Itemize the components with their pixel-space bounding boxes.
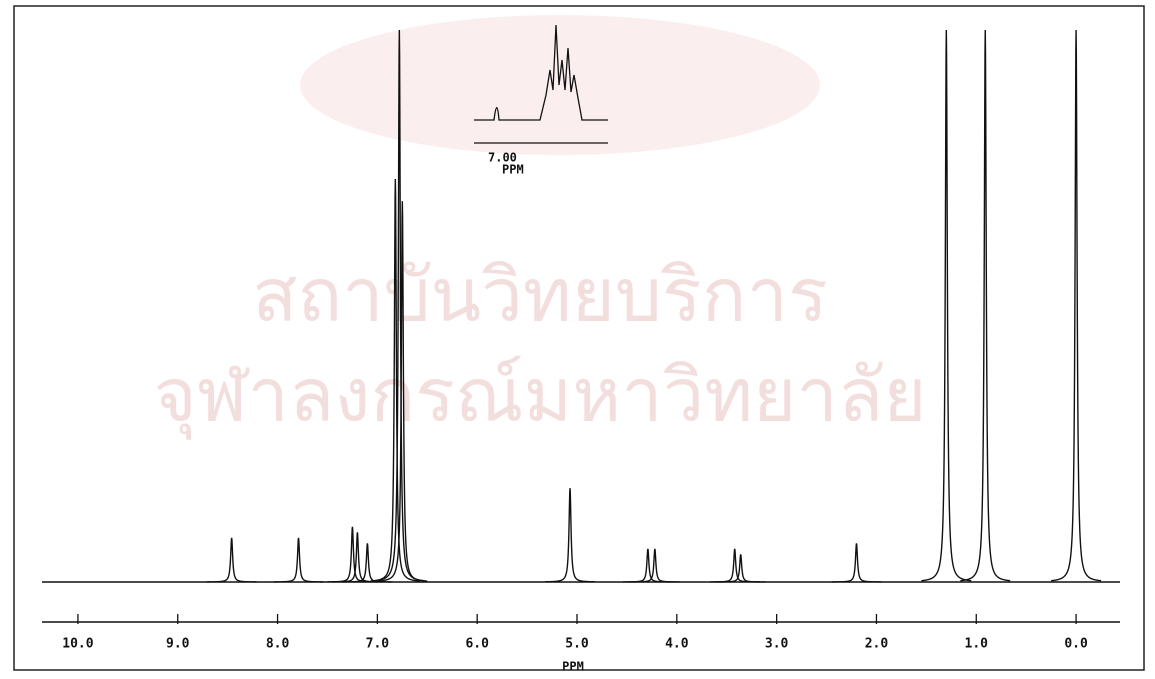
x-tick-label: 10.0 bbox=[62, 637, 93, 652]
peak bbox=[629, 548, 680, 583]
peak bbox=[545, 488, 595, 583]
peak bbox=[1051, 29, 1102, 582]
peak bbox=[622, 548, 673, 583]
x-tick-label: 3.0 bbox=[765, 637, 789, 652]
inset-tick-label: 7.00 bbox=[488, 151, 517, 165]
x-tick-label: 9.0 bbox=[166, 637, 190, 652]
x-tick-label: 2.0 bbox=[865, 637, 889, 652]
x-tick-label: 1.0 bbox=[965, 637, 989, 652]
x-tick-label: 4.0 bbox=[665, 637, 689, 652]
peak bbox=[709, 548, 760, 583]
x-tick-label: 7.0 bbox=[366, 637, 390, 652]
peak bbox=[342, 543, 393, 583]
x-tick-label: 6.0 bbox=[465, 637, 489, 652]
peak bbox=[377, 201, 428, 582]
peak bbox=[715, 554, 766, 583]
peak bbox=[921, 29, 972, 582]
x-axis-label: PPM bbox=[562, 660, 584, 674]
peak bbox=[831, 543, 882, 583]
x-tick-label: 5.0 bbox=[565, 637, 589, 652]
watermark: จุฬาลงกรณ์มหาวิทยาลัย bbox=[153, 353, 926, 441]
x-tick-label: 0.0 bbox=[1064, 637, 1088, 652]
peak bbox=[960, 29, 1011, 582]
frame bbox=[13, 5, 1145, 671]
peak bbox=[332, 532, 383, 583]
peak bbox=[273, 537, 324, 583]
watermark-emblem bbox=[300, 15, 820, 155]
inset-axis-label: PPM bbox=[502, 163, 524, 177]
x-tick-label: 8.0 bbox=[266, 637, 290, 652]
peak bbox=[206, 537, 257, 583]
watermark: สถาบันวิทยบริการ bbox=[252, 253, 828, 339]
inset-trace bbox=[474, 24, 608, 121]
inset: 7.00 PPM bbox=[474, 24, 608, 177]
